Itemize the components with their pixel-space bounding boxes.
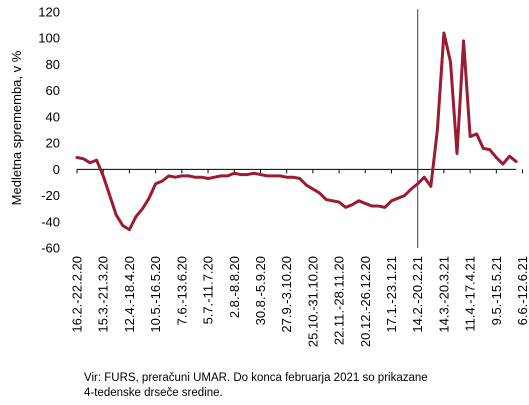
x-tick-label: 2.8.-8.8.20	[227, 256, 242, 318]
y-tick-label: 20	[46, 136, 60, 151]
y-tick-label: -40	[41, 214, 60, 229]
y-tick-label: 40	[46, 109, 60, 124]
x-tick-label: 30.8.-5.9.20	[253, 256, 268, 325]
x-tick-label: 10.5.-16.5.20	[148, 256, 163, 333]
x-tick-label: 11.4.-17.4.21	[463, 256, 478, 332]
y-axis-label-group: Medletna sprememba, v %	[9, 50, 24, 205]
x-tick-label: 15.3.-21.3.20	[96, 256, 111, 333]
footnote-line-2: 4-tedenske drseče sredine.	[84, 387, 223, 399]
y-tick-label: -20	[41, 188, 60, 203]
x-tick-label: 6.6.-12.6.21	[515, 256, 529, 325]
y-tick-label: 120	[38, 5, 60, 20]
x-tick-label: 27.9.-3.10.20	[279, 256, 294, 333]
y-tick-label: -60	[41, 241, 60, 256]
x-tick-label: 22.11.-28.11.20	[332, 256, 347, 345]
footnote-line-1: Vir: FURS, preračuni UMAR. Do konca febr…	[84, 372, 428, 384]
x-tick-label: 17.1.-23.1.21	[384, 256, 399, 333]
line-chart: Medletna sprememba, v % -60 -40 -20 0 20 40 60…	[9, 5, 529, 348]
x-tick-label: 16.2.-22.2.20	[70, 256, 85, 333]
x-tick-label: 14.3.-20.3.21	[436, 256, 451, 333]
x-tick-label: 25.10.-31.10.20	[305, 256, 320, 347]
y-axis: -60 -40 -20 0 20 40 60 80 100 120	[38, 5, 60, 256]
y-tick-label: 0	[53, 162, 60, 177]
y-axis-label: Medletna sprememba, v %	[9, 50, 24, 205]
x-tick-label: 14.2.-20.2.21	[410, 256, 425, 333]
footnote: Vir: FURS, preračuni UMAR. Do konca febr…	[84, 371, 524, 401]
y-tick-label: 80	[46, 57, 60, 72]
y-tick-label: 100	[38, 31, 60, 46]
x-tick-label: 12.4.-18.4.20	[122, 256, 137, 333]
x-axis: 16.2.-22.2.20 15.3.-21.3.20 12.4.-18.4.20 1…	[70, 169, 529, 347]
series-line	[75, 31, 518, 232]
x-tick-label: 9.5.-15.5.21	[489, 256, 504, 325]
y-tick-label: 60	[46, 83, 60, 98]
x-tick-label: 20.12.-26.12.20	[358, 256, 373, 347]
x-tick-label: 7.6.-13.6.20	[174, 256, 189, 325]
x-tick-label: 5.7.-11.7.20	[201, 256, 216, 324]
